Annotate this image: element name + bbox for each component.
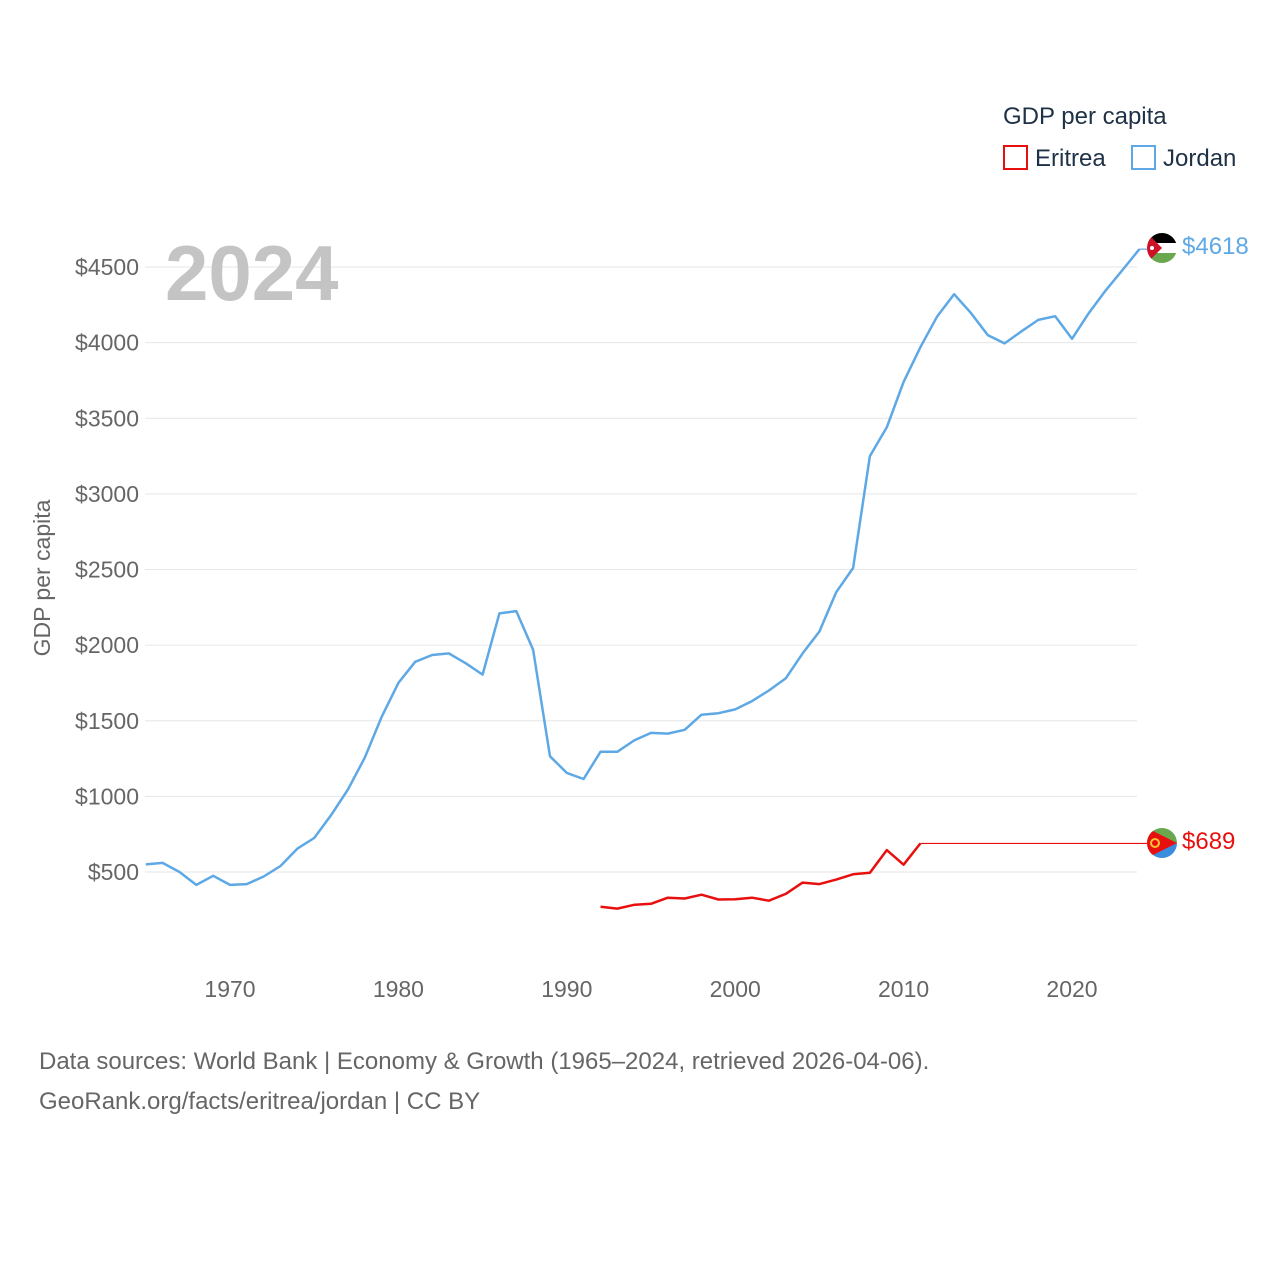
x-tick-label: 2020 — [1046, 976, 1097, 1002]
legend-label-jordan: Jordan — [1163, 145, 1236, 172]
series-line-eritrea — [600, 842, 922, 910]
y-tick-label: $2500 — [75, 557, 139, 583]
x-tick-label: 1980 — [373, 976, 424, 1002]
legend-swatch-jordan — [1131, 145, 1156, 170]
end-value-label-jordan: $4618 — [1182, 233, 1249, 260]
y-tick-label: $4000 — [75, 330, 139, 356]
legend-swatch-eritrea — [1003, 145, 1028, 170]
y-axis-ticks: $500 $1000 $1500 $2000 $2500 $3000 $3500 $4000 $… — [75, 254, 139, 885]
y-tick-label: $500 — [88, 859, 139, 885]
x-tick-label: 1990 — [541, 976, 592, 1002]
legend-label-eritrea: Eritrea — [1035, 145, 1106, 172]
jordan-flag-icon — [1147, 233, 1177, 263]
y-axis-title: GDP per capita — [29, 499, 55, 656]
x-tick-label: 2000 — [710, 976, 761, 1002]
footer: Data sources: World Bank | Economy & Gro… — [39, 1042, 929, 1122]
eritrea-flag-icon — [1147, 828, 1177, 858]
y-tick-label: $4500 — [75, 254, 139, 280]
x-tick-label: 1970 — [204, 976, 255, 1002]
end-value-label-eritrea: $689 — [1182, 828, 1235, 855]
y-tick-label: $3500 — [75, 405, 139, 431]
y-tick-label: $1000 — [75, 783, 139, 809]
legend-title: GDP per capita — [1003, 103, 1167, 130]
x-tick-label: 2010 — [878, 976, 929, 1002]
series-lines — [145, 248, 1147, 910]
y-tick-label: $1500 — [75, 708, 139, 734]
y-tick-label: $2000 — [75, 632, 139, 658]
x-axis-ticks: 1970 1980 1990 2000 2010 2020 — [204, 976, 1097, 1002]
footer-attribution: GeoRank.org/facts/eritrea/jordan | CC BY — [39, 1088, 481, 1115]
year-label: 2024 — [165, 229, 339, 317]
grid-lines — [145, 266, 1137, 873]
legend: GDP per capita Eritrea Jordan — [1003, 103, 1236, 172]
series-line-jordan — [145, 248, 1141, 887]
y-tick-label: $3000 — [75, 481, 139, 507]
footer-sources: Data sources: World Bank | Economy & Gro… — [39, 1048, 930, 1075]
